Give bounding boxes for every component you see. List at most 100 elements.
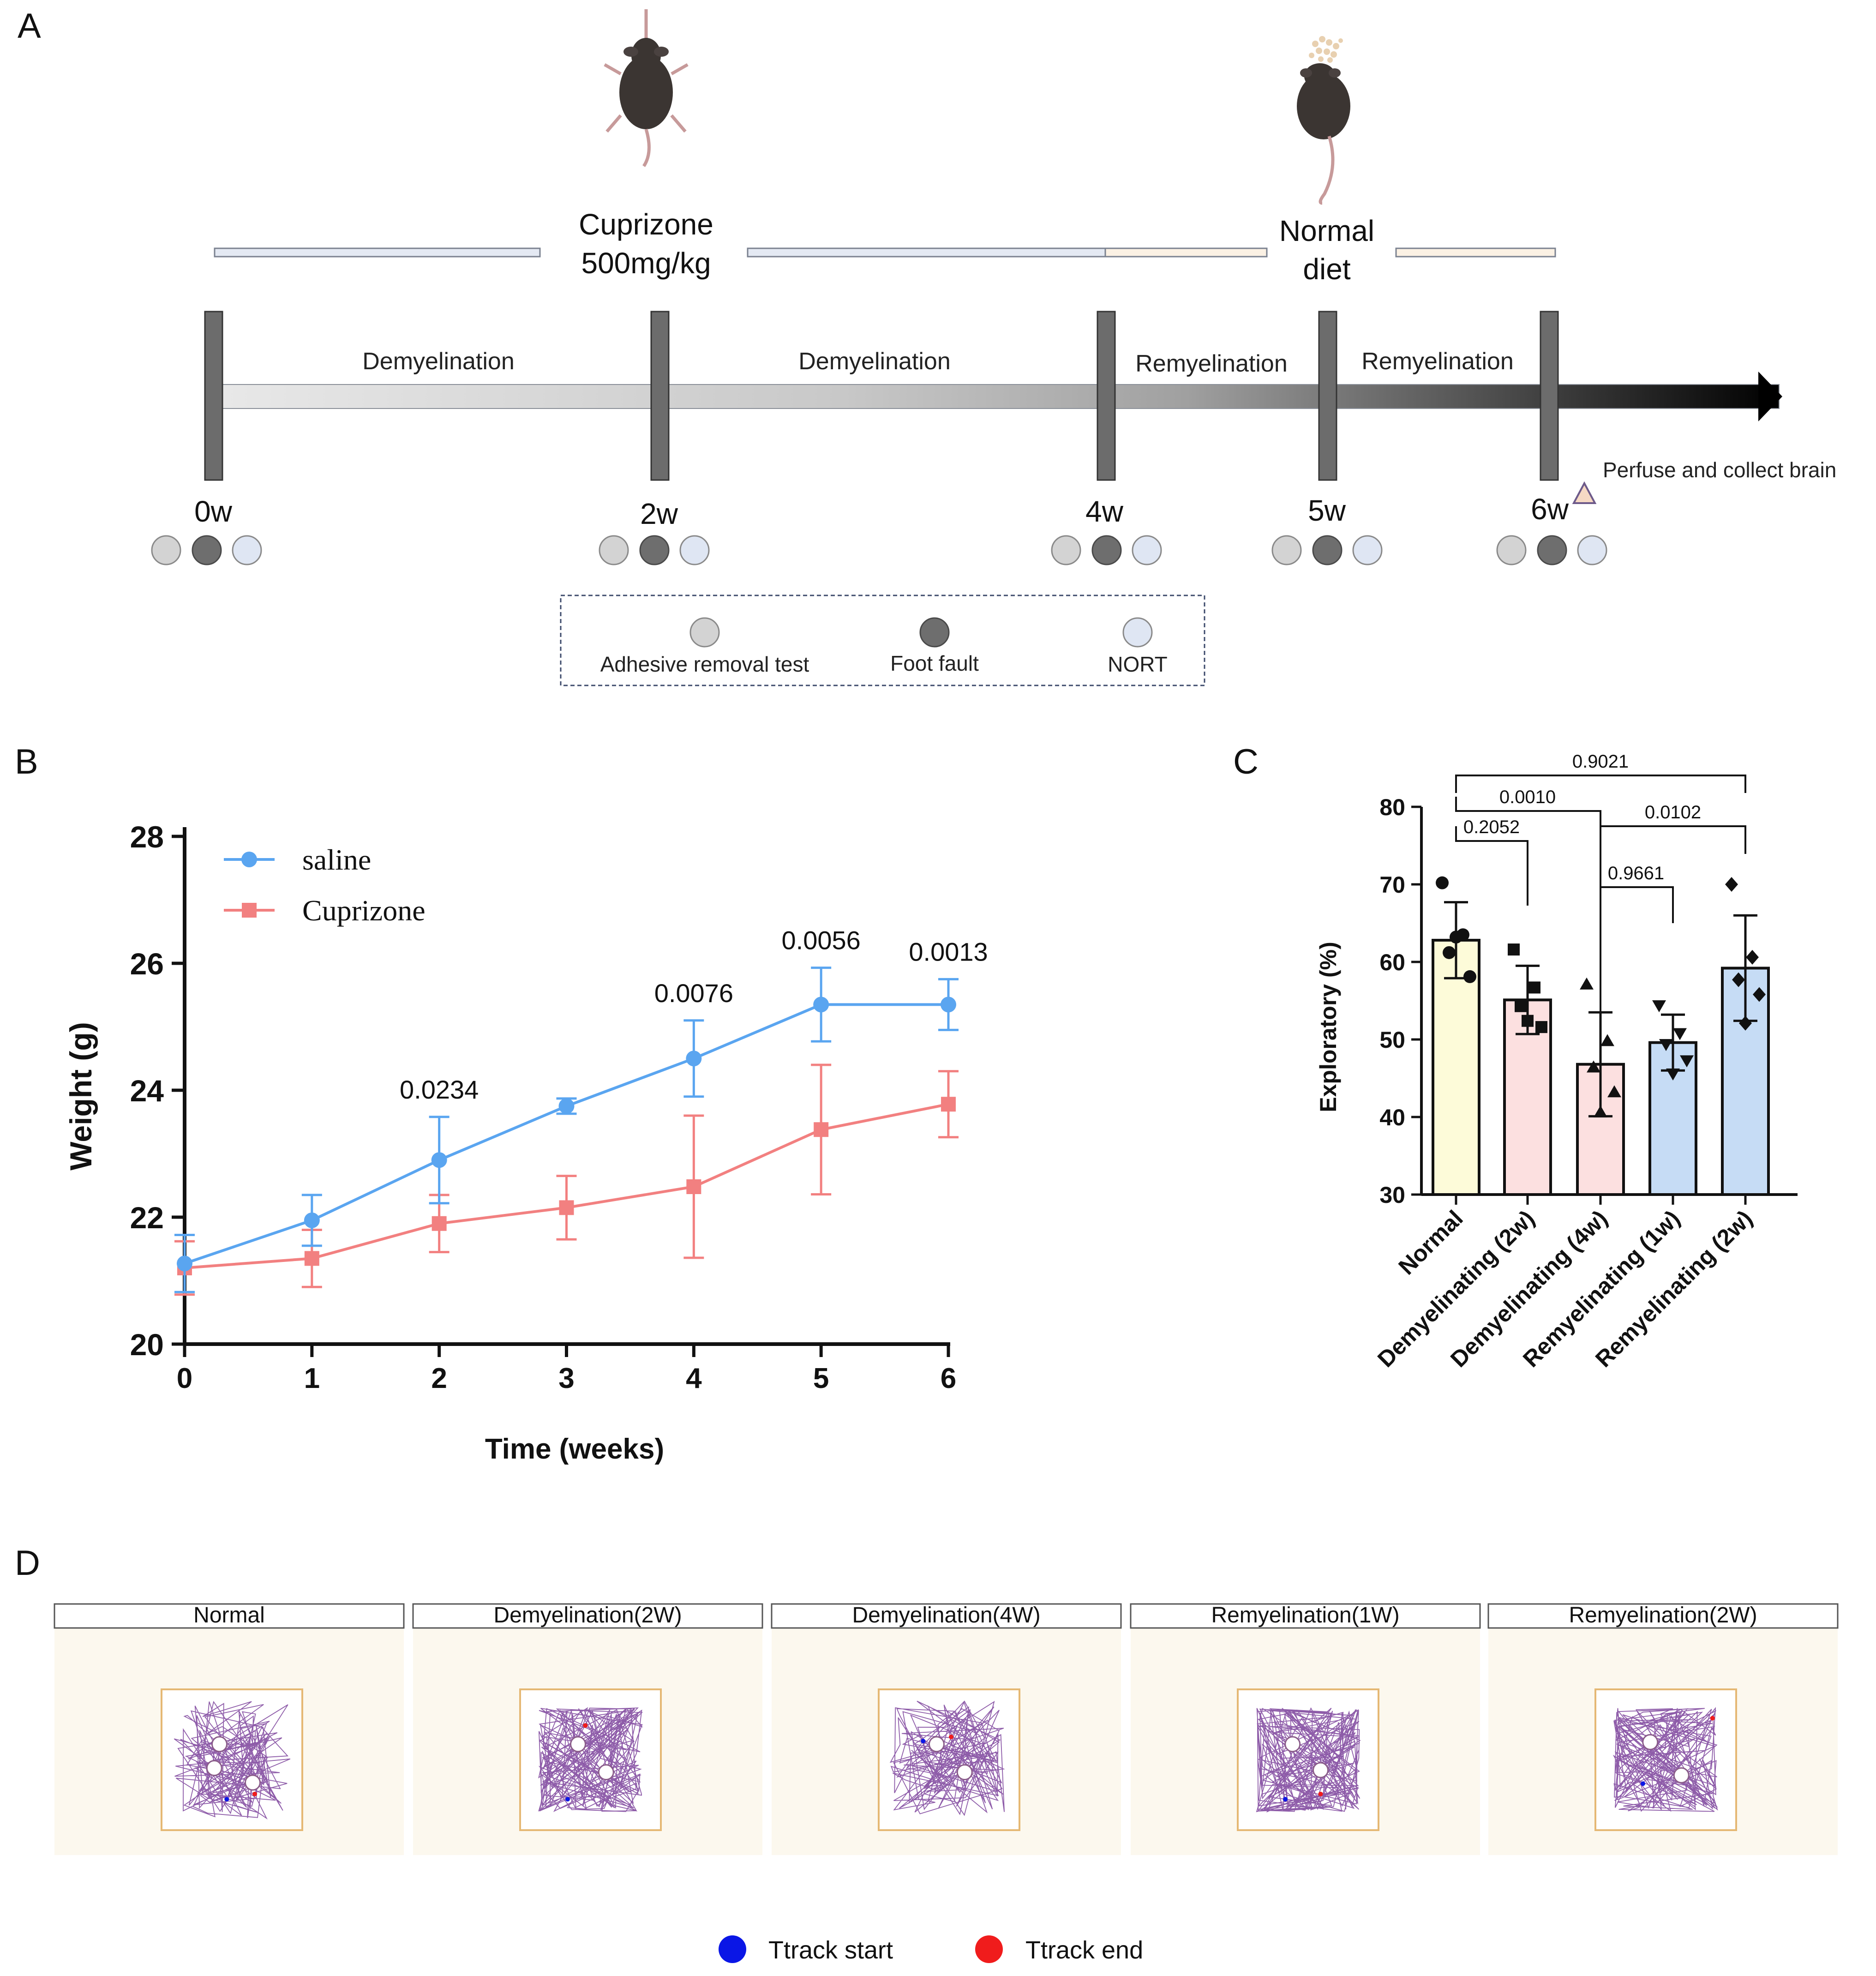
timeline-arrow-shaft bbox=[219, 384, 1780, 409]
normal-diet-label-line-2: diet bbox=[1303, 252, 1350, 286]
data-point bbox=[686, 1179, 701, 1194]
track-panel-header bbox=[1487, 1603, 1839, 1629]
legend-label: saline bbox=[302, 843, 371, 876]
treatment-label-line-2: 500mg/kg bbox=[581, 246, 711, 280]
week-label: 0w bbox=[194, 495, 233, 528]
data-point bbox=[1594, 1105, 1607, 1117]
data-point bbox=[1450, 931, 1462, 944]
object-icon bbox=[206, 1760, 222, 1776]
data-point bbox=[1515, 1000, 1527, 1012]
legend-marker bbox=[241, 852, 257, 867]
significance-label: 0.2052 bbox=[1463, 817, 1520, 837]
significance-label: 0.9021 bbox=[1572, 751, 1629, 772]
data-point bbox=[813, 997, 829, 1013]
data-point bbox=[1680, 1055, 1694, 1068]
track-panel-title: Remyelination(1W) bbox=[1211, 1603, 1399, 1628]
week-pillar-6 bbox=[1540, 311, 1559, 481]
phase-label: Remyelination bbox=[1135, 350, 1288, 377]
data-point bbox=[1528, 981, 1540, 994]
data-point bbox=[1666, 1068, 1680, 1081]
legend-marker bbox=[242, 903, 257, 918]
x-tick-label: 6 bbox=[941, 1363, 956, 1394]
test-circle-icon bbox=[639, 535, 670, 565]
track-end-legend-icon bbox=[975, 1935, 1003, 1963]
test-circle-icon bbox=[192, 535, 222, 565]
y-tick-label: 50 bbox=[1379, 1027, 1405, 1053]
track-panels: Normal Demyelination(2W) Demyelination(4W)… bbox=[54, 1603, 1839, 1855]
data-point bbox=[1463, 970, 1476, 983]
panel-d: D Normal Demyelination(2W) Demyelination(4… bbox=[15, 1544, 1839, 1964]
panel-b: B 20 22 24 26 28 0 1 2 3 4 5 6 0.0234 0.0076 0.0056 0.0… bbox=[15, 742, 988, 1465]
weight-line-chart: 20 22 24 26 28 0 1 2 3 4 5 6 0.0234 0.0076 0.0056 0.001… bbox=[130, 820, 988, 1394]
panel-a-letter: A bbox=[18, 6, 41, 46]
normal-diet-label-line-1: Normal bbox=[1279, 214, 1374, 247]
track-panel-title: Demyelination(4W) bbox=[852, 1603, 1040, 1628]
week-pillar-4 bbox=[1097, 311, 1116, 481]
test-circle-icon bbox=[1496, 535, 1527, 565]
normal-diet-bar-1 bbox=[1104, 247, 1268, 258]
data-point bbox=[941, 997, 956, 1013]
test-circle-icon bbox=[1051, 535, 1081, 565]
data-point bbox=[559, 1200, 574, 1215]
significance-bracket bbox=[1600, 886, 1674, 969]
y-tick-label: 70 bbox=[1379, 872, 1405, 898]
track-start-dot bbox=[1283, 1797, 1288, 1802]
x-tick-label: 1 bbox=[304, 1363, 320, 1394]
weight-chart-xlabel: Time (weeks) bbox=[485, 1433, 664, 1465]
data-point bbox=[1659, 1039, 1673, 1051]
category-label: Normal bbox=[1393, 1205, 1468, 1279]
object-icon bbox=[1642, 1734, 1659, 1750]
track-end-legend-label: Ttrack end bbox=[1025, 1936, 1143, 1964]
data-point bbox=[1725, 877, 1738, 892]
legend-foot-fault-icon bbox=[919, 617, 950, 648]
data-point bbox=[432, 1216, 447, 1231]
test-circle-icon bbox=[1537, 535, 1567, 565]
y-tick-label: 30 bbox=[1379, 1182, 1405, 1208]
legend-nort-icon bbox=[1122, 617, 1153, 648]
test-circle-icon bbox=[599, 535, 629, 565]
data-point bbox=[1732, 972, 1745, 987]
week-label: 4w bbox=[1085, 495, 1124, 528]
legend-adhesive-icon bbox=[689, 617, 720, 648]
data-point bbox=[941, 1097, 956, 1112]
test-circle-icon bbox=[1577, 535, 1607, 565]
p-value-annotation: 0.0234 bbox=[400, 1075, 479, 1104]
mouse-track-path bbox=[1256, 1707, 1361, 1813]
data-point bbox=[1673, 1028, 1687, 1040]
track-panel-header bbox=[412, 1603, 763, 1629]
data-point bbox=[1587, 1060, 1600, 1073]
test-legend-box bbox=[560, 595, 1205, 686]
legend-adhesive-label: Adhesive removal test bbox=[600, 652, 809, 676]
mouse-track-path bbox=[1612, 1707, 1718, 1812]
mouse-icon-normal-diet bbox=[1297, 36, 1350, 205]
x-tick-label: 3 bbox=[558, 1363, 574, 1394]
data-point bbox=[177, 1255, 192, 1272]
week-pillar-2 bbox=[650, 311, 670, 481]
object-icon bbox=[598, 1764, 614, 1780]
data-point bbox=[814, 1122, 829, 1137]
test-circle-icon bbox=[151, 535, 181, 565]
phase-label: Remyelination bbox=[1361, 348, 1514, 375]
y-tick-label: 40 bbox=[1379, 1105, 1405, 1130]
x-tick-label: 2 bbox=[431, 1363, 447, 1394]
track-start-dot bbox=[224, 1797, 229, 1802]
object-icon bbox=[245, 1774, 261, 1791]
mouse-track-path bbox=[538, 1707, 643, 1812]
p-value-annotation: 0.0056 bbox=[782, 926, 861, 955]
mouse-track-path bbox=[889, 1700, 1005, 1816]
significance-label: 0.0102 bbox=[1645, 802, 1701, 823]
data-point bbox=[1436, 876, 1449, 889]
object-icon bbox=[1284, 1736, 1301, 1753]
test-circle-icon bbox=[1271, 535, 1302, 565]
data-point bbox=[1652, 1000, 1666, 1013]
panel-c-letter: C bbox=[1233, 742, 1259, 781]
week-label: 6w bbox=[1531, 492, 1569, 526]
legend-label: Cuprizone bbox=[302, 894, 426, 927]
data-point bbox=[1746, 949, 1759, 965]
track-end-dot bbox=[1710, 1716, 1715, 1721]
y-tick-label: 22 bbox=[130, 1201, 164, 1235]
track-end-dot bbox=[252, 1791, 257, 1796]
y-tick-label: 80 bbox=[1379, 794, 1405, 820]
